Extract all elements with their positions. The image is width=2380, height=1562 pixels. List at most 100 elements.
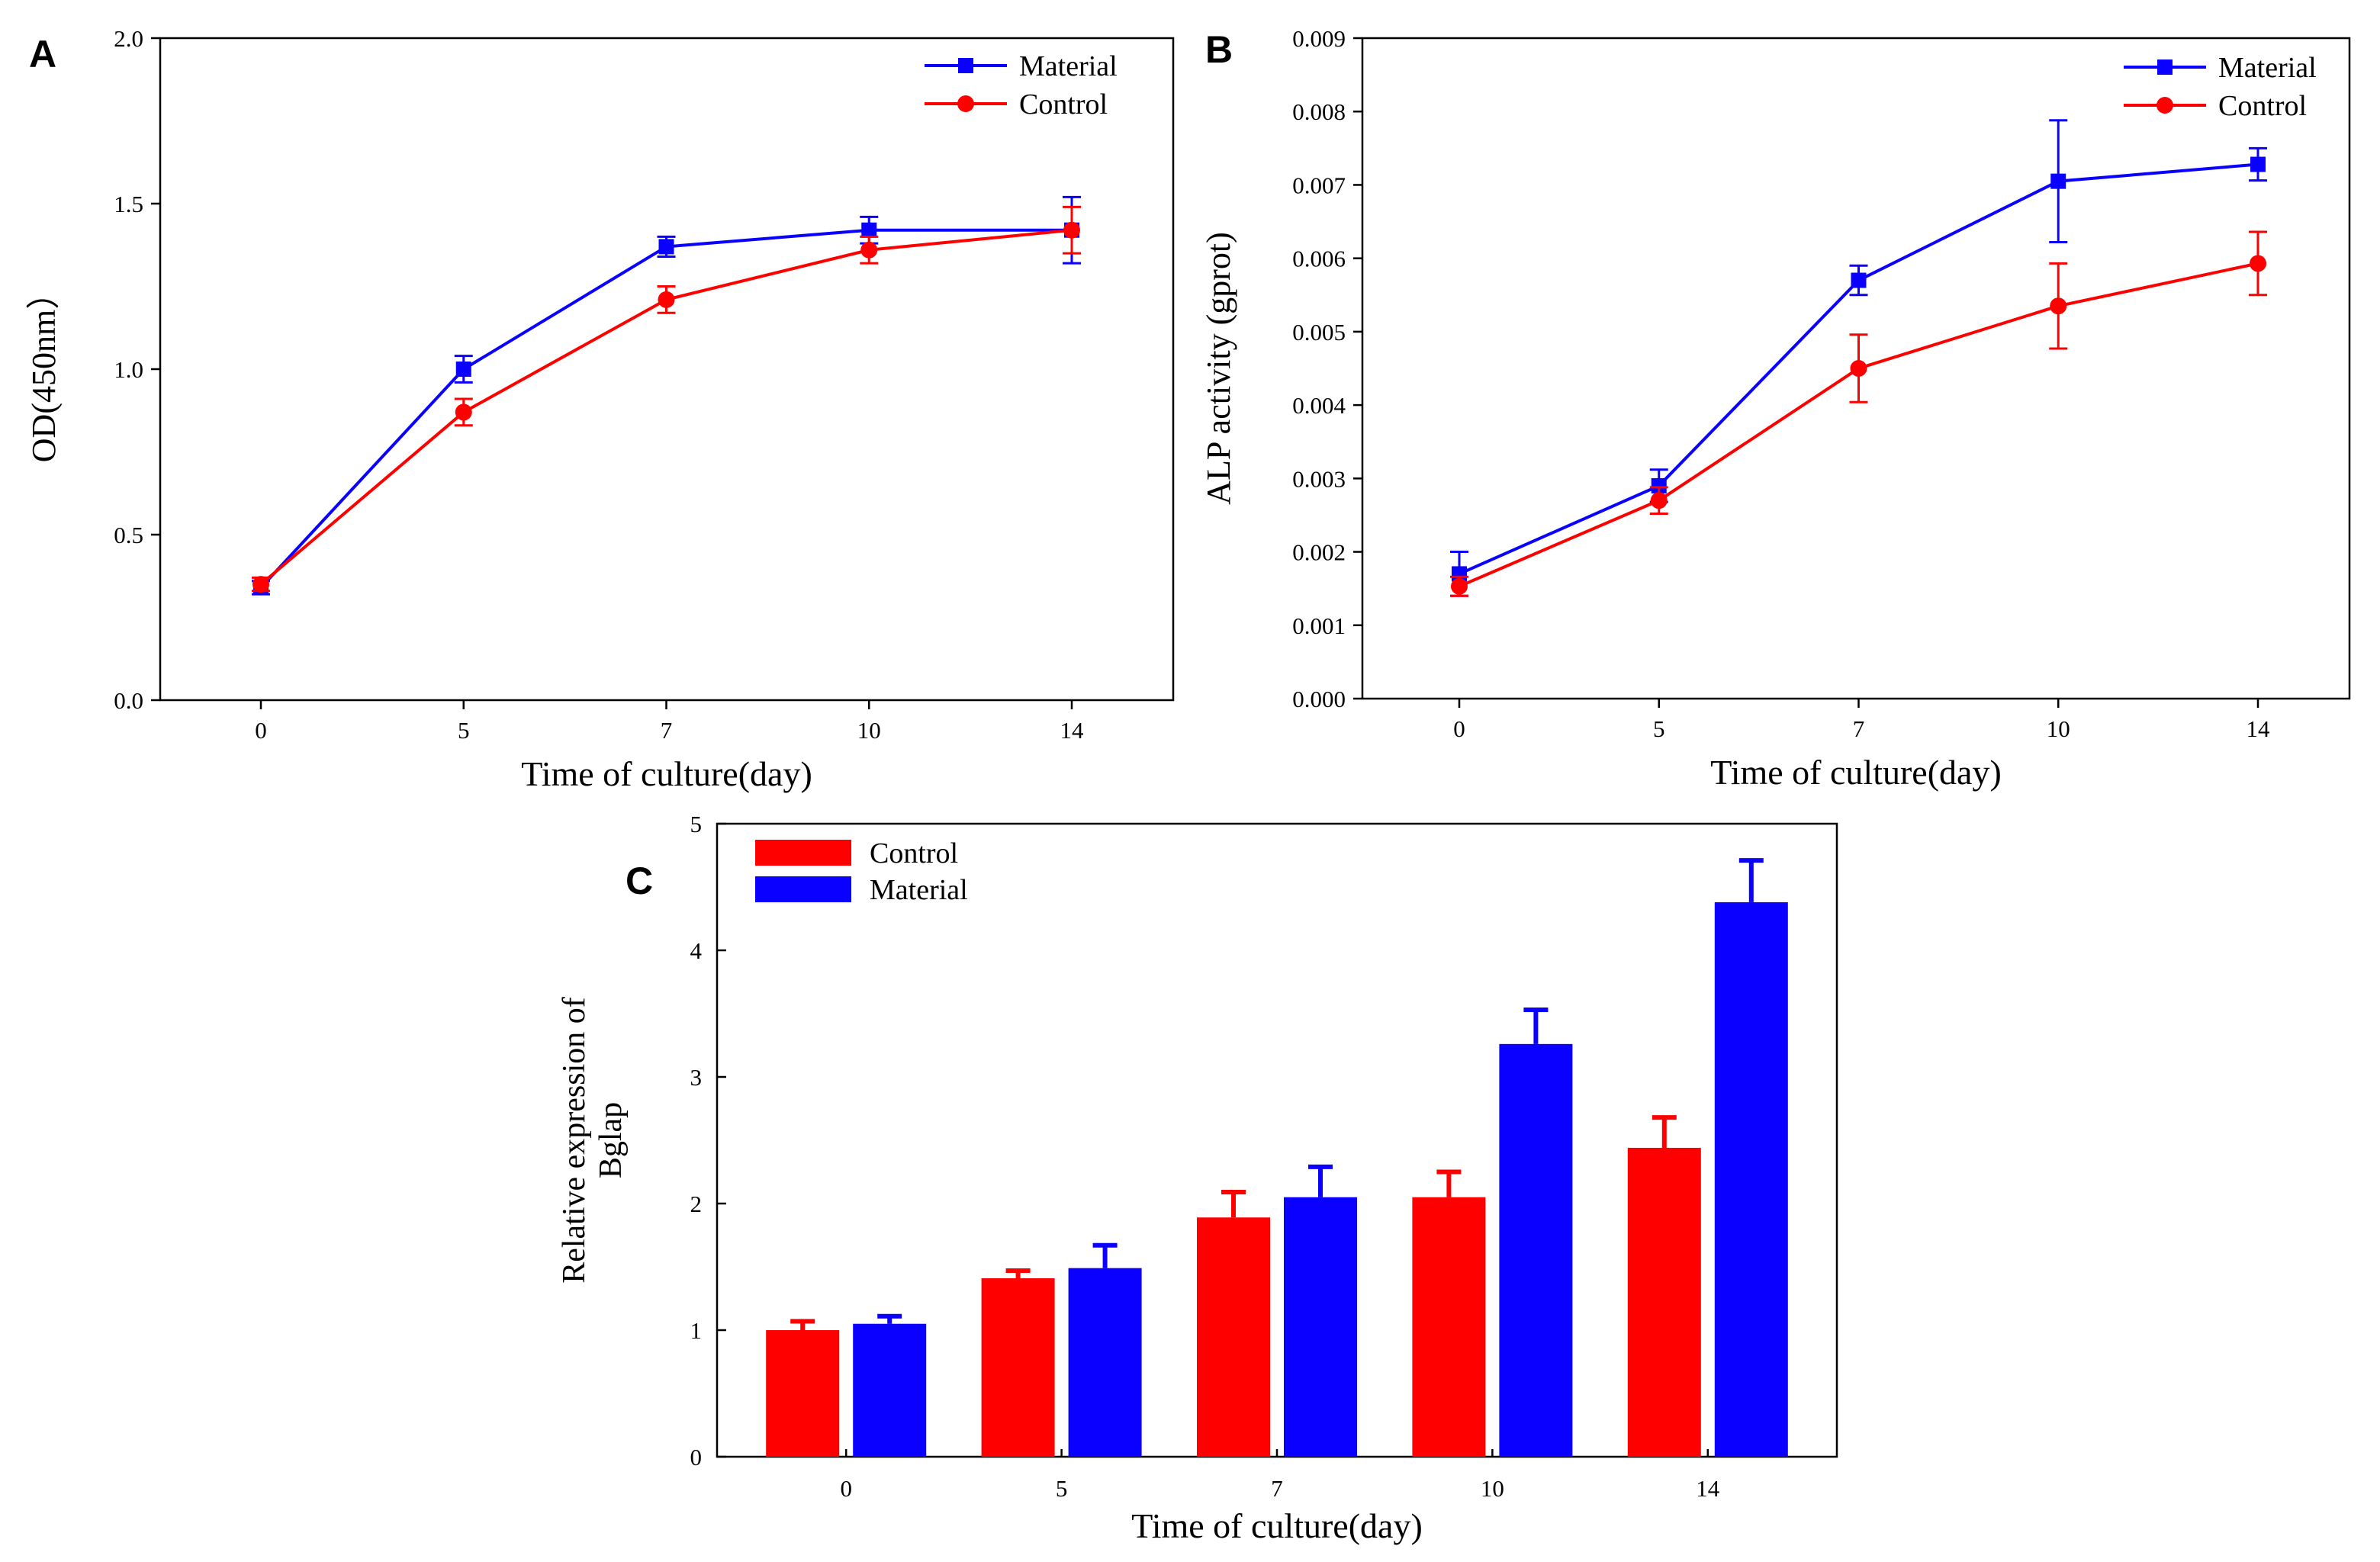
panel-c-control-error-bar (790, 1319, 815, 1330)
panel-a-material-point (455, 362, 471, 377)
panel-a-y-axis-label: OD(450nm） (25, 276, 63, 462)
panel-c-x-tick-label: 5 (1056, 1475, 1068, 1502)
panel-b-x-tick-label: 7 (1853, 715, 1865, 742)
panel-c-control-error-bar (1652, 1115, 1677, 1148)
panel-b-control-point (1850, 360, 1867, 377)
panel-label-c: C (626, 860, 653, 902)
panel-c-legend-item-control: Control (755, 837, 958, 869)
panel-c-control-bar (1412, 1197, 1486, 1457)
panel-a-od-chart: 0.0 0.5 1.0 1.5 2.0 0 5 7 10 14 Time of culture(da… (25, 25, 1175, 793)
panel-b-x-tick-label: 5 (1653, 715, 1665, 742)
panel-b-y-tick-label: 0.004 (1292, 392, 1346, 419)
panel-b-y-tick-label: 0.003 (1292, 465, 1346, 492)
panel-b-legend-item-material: Material (2124, 52, 2317, 84)
panel-b-y-axis-label: ALP activity (gprot) (1200, 232, 1237, 505)
panel-c-control-bar (1197, 1217, 1270, 1457)
panel-c-y-tick-label: 5 (690, 811, 703, 837)
panel-a-control-point (1063, 221, 1080, 239)
panel-a-y-tick-label: 0.5 (114, 522, 143, 548)
panel-a-legend-label: Control (1019, 88, 1108, 121)
panel-c-bglap-chart: 0 1 2 3 4 5 0 5 7 10 14 Time of culture(day) Relativ… (557, 811, 1838, 1545)
panel-b-x-tick-label: 10 (2047, 715, 2070, 742)
panel-a-legend-item-control: Control (925, 88, 1108, 121)
panel-c-legend-swatch (755, 840, 851, 866)
panel-c-material-bar (1068, 1268, 1142, 1457)
panel-b-x-tick-label: 14 (2247, 715, 2271, 742)
panel-b-legend-label: Material (2218, 52, 2317, 84)
panel-c-legend-item-material: Material (755, 874, 968, 906)
panel-c-y-tick-label: 2 (690, 1191, 703, 1217)
panel-c-control-error-bar (1005, 1268, 1031, 1278)
panel-c-control-bar (1627, 1147, 1701, 1457)
panel-c-x-tick-label: 10 (1481, 1475, 1504, 1502)
panel-a-control-point (860, 241, 878, 259)
panel-c-material-bar (1284, 1197, 1357, 1457)
panel-c-control-bar (766, 1330, 840, 1457)
panel-label-a: A (29, 33, 56, 76)
panel-a-x-tick-label: 10 (857, 717, 881, 744)
panel-a-x-axis-label: Time of culture(day) (521, 754, 812, 793)
panel-b-control-point (2250, 255, 2266, 272)
panel-a-plot-frame (159, 37, 1175, 702)
panel-a-material-point (861, 222, 877, 238)
panel-c-y-tick-label: 3 (690, 1064, 703, 1091)
panel-c-y-axis-label-line: Relative expression of (557, 997, 592, 1284)
panel-b-y-tick-label: 0.007 (1292, 172, 1346, 198)
panel-a-control-point (658, 291, 675, 308)
panel-c-x-axis-label: Time of culture(day) (1131, 1506, 1423, 1545)
panel-b-legend-label: Control (2218, 90, 2307, 122)
panel-b-legend-marker (2156, 97, 2173, 114)
panel-a-x-tick-label: 14 (1060, 717, 1085, 744)
panel-a-control-point (252, 576, 269, 593)
panel-b-legend-item-control: Control (2124, 90, 2307, 122)
panel-c-material-error-bar (1092, 1242, 1118, 1268)
panel-b-y-tick-label: 0.002 (1292, 539, 1346, 566)
panel-a-material-series-line (259, 228, 1072, 589)
panel-a-x-tick-label: 0 (255, 717, 267, 744)
panel-a-y-tick-label: 1.0 (114, 356, 143, 383)
panel-b-y-tick-label: 0.008 (1292, 98, 1346, 125)
panel-c-material-error-bar (1308, 1164, 1333, 1197)
panel-b-control-point (1650, 492, 1668, 509)
panel-a-control-point (455, 403, 472, 421)
panel-b-material-point (1651, 477, 1667, 493)
panel-b-x-axis-label: Time of culture(day) (1710, 753, 2002, 792)
panel-a-legend-marker (957, 95, 974, 112)
panel-a-legend-label: Material (1019, 50, 1118, 82)
panel-b-y-tick-label: 0.000 (1292, 686, 1346, 712)
panel-b-alp-chart: 0.000 0.001 0.002 0.003 0.004 0.005 0.006 0.007… (1200, 25, 2351, 792)
panel-c-material-error-bar (1523, 1008, 1549, 1044)
panel-b-material-point (2250, 156, 2266, 172)
panel-b-y-tick-label: 0.006 (1292, 246, 1346, 272)
panel-a-legend-marker (958, 58, 973, 73)
panel-a-control-series-line (259, 228, 1073, 586)
panel-c-material-bar (1499, 1043, 1573, 1457)
panel-a-legend-item-material: Material (925, 50, 1118, 82)
panel-b-legend-marker (2157, 59, 2173, 75)
panel-c-y-tick-label: 0 (690, 1444, 703, 1470)
panel-c-y-tick-label: 1 (690, 1317, 703, 1344)
panel-a-y-tick-label: 1.5 (114, 191, 143, 217)
panel-b-material-point (2050, 173, 2066, 189)
panel-c-x-tick-label: 7 (1271, 1475, 1283, 1502)
panel-b-y-tick-label: 0.005 (1292, 319, 1346, 346)
panel-c-y-axis-label-line: Bglap (593, 1102, 629, 1178)
panel-c-material-bar (1714, 902, 1788, 1457)
panel-b-material-point (1851, 272, 1867, 288)
panel-b-y-tick-label: 0.001 (1292, 612, 1346, 639)
panel-c-legend-swatch (755, 876, 851, 902)
panel-a-x-tick-label: 7 (661, 717, 673, 744)
panel-c-control-bar (981, 1278, 1055, 1457)
panel-c-control-error-bar (1221, 1190, 1246, 1218)
panel-c-y-tick-label: 4 (690, 937, 703, 964)
panel-a-material-point (658, 239, 674, 255)
panel-c-legend-label: Control (870, 837, 958, 869)
panel-label-b: B (1205, 28, 1233, 71)
panel-c-x-tick-label: 0 (840, 1475, 852, 1502)
panel-b-control-point (2050, 297, 2067, 315)
panel-a-x-tick-label: 5 (458, 717, 470, 744)
panel-c-material-error-bar (877, 1313, 902, 1324)
panel-c-x-tick-label: 14 (1696, 1475, 1720, 1502)
panel-a-y-tick-label: 2.0 (114, 25, 143, 52)
